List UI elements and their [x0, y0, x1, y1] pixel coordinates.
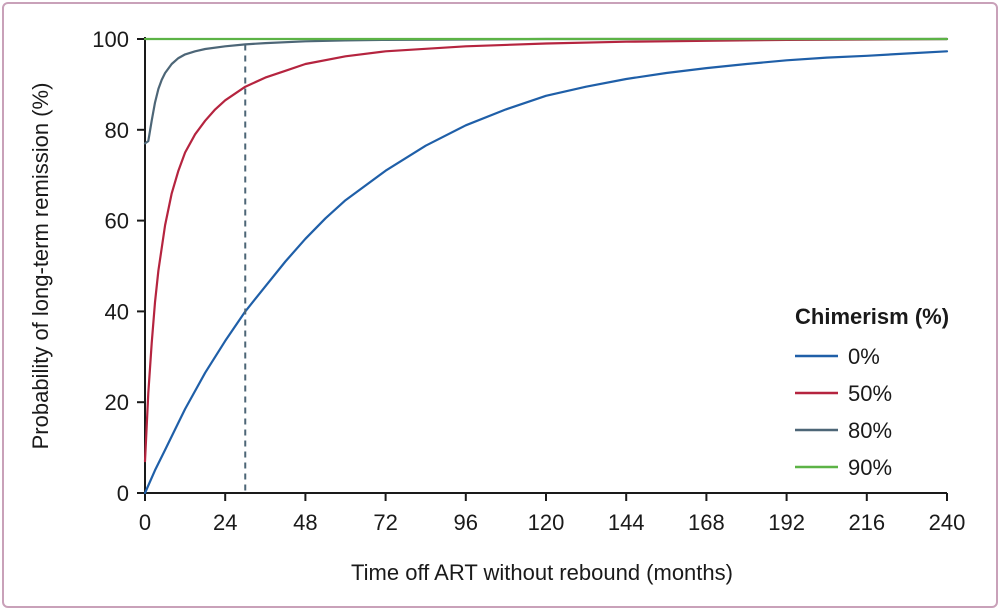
tick-labels: 0 20 40 60 80 100 0 24 48 72 96 120 144 168 192 216 240: [92, 27, 965, 535]
axes: [137, 37, 948, 501]
series-line-50pct: [143, 37, 949, 463]
series-lines: [143, 37, 949, 495]
x-tick-label: 168: [688, 510, 725, 535]
legend-label-90pct: 90%: [848, 455, 892, 480]
legend-label-50pct: 50%: [848, 381, 892, 406]
x-tick-label: 216: [848, 510, 885, 535]
y-tick-label: 80: [105, 118, 129, 143]
x-tick-label: 48: [293, 510, 317, 535]
legend-label-0pct: 0%: [848, 344, 880, 369]
legend-title: Chimerism (%): [795, 304, 949, 329]
x-tick-label: 192: [768, 510, 805, 535]
y-axis-title: Probability of long-term remission (%): [28, 83, 53, 450]
x-tick-label: 120: [528, 510, 565, 535]
x-tick-label: 72: [373, 510, 397, 535]
y-tick-label: 20: [105, 390, 129, 415]
series-line-0pct: [143, 50, 949, 495]
y-tick-label: 60: [105, 209, 129, 234]
x-axis-title: Time off ART without rebound (months): [351, 560, 733, 585]
legend-label-80pct: 80%: [848, 418, 892, 443]
x-tick-label: 0: [139, 510, 151, 535]
x-tick-label: 144: [608, 510, 645, 535]
series-line-80pct: [143, 37, 949, 145]
x-tick-label: 96: [454, 510, 478, 535]
legend: Chimerism (%) 0% 50% 80% 90%: [795, 304, 949, 480]
x-tick-label: 240: [929, 510, 966, 535]
y-tick-label: 0: [117, 481, 129, 506]
x-tick-label: 24: [213, 510, 237, 535]
y-tick-label: 40: [105, 299, 129, 324]
y-tick-label: 100: [92, 27, 129, 52]
